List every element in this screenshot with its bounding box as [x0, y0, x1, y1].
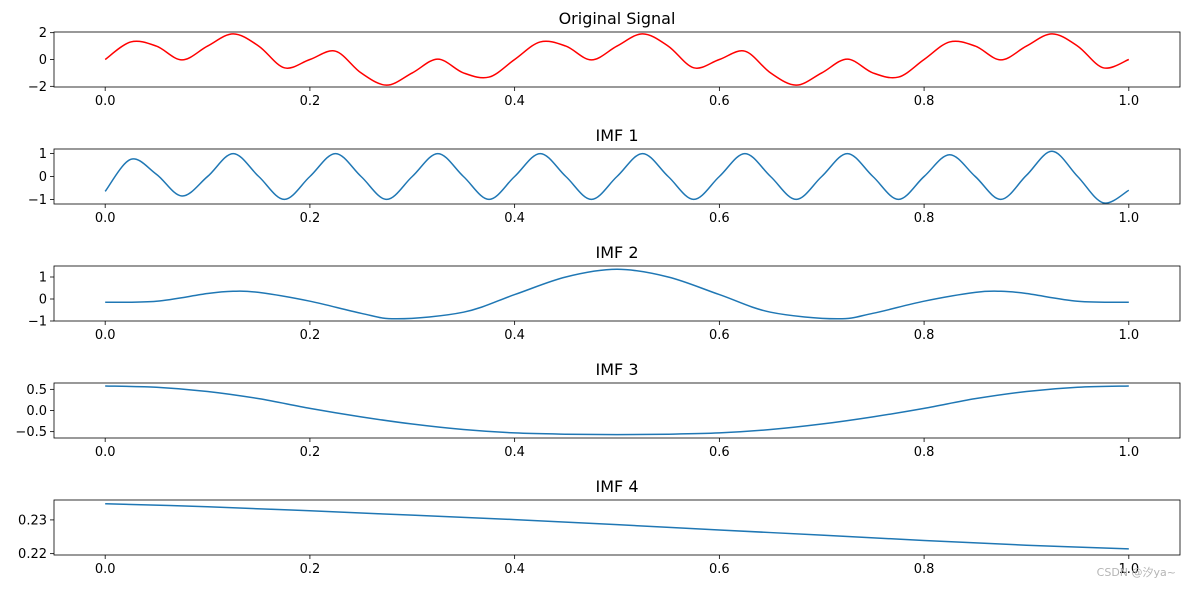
watermark: CSDN @汐ya~	[1096, 566, 1176, 579]
axes-frame	[53, 265, 1181, 322]
y-tick-label: 0.22	[18, 547, 47, 562]
y-tick-label: 0	[39, 293, 47, 308]
y-tick-label: −1	[28, 315, 47, 330]
subplot-title: Original Signal	[559, 9, 676, 28]
x-tick-label: 0.4	[504, 211, 525, 226]
y-tick-label: 0.0	[26, 404, 47, 419]
x-tick-label: 0.0	[95, 94, 116, 109]
x-tick-label: 0.2	[300, 445, 321, 460]
x-tick-label: 0.6	[709, 211, 730, 226]
subplot-3: IMF 2 0.0 0.2 0.4 0.6 0.8 1.0 −1 0 1	[28, 243, 1181, 343]
subplot-title: IMF 3	[596, 360, 639, 379]
y-tick-label: −2	[28, 80, 47, 95]
x-tick-label: 0.8	[914, 328, 935, 343]
x-tick-label: 0.6	[709, 328, 730, 343]
x-tick-label: 0.0	[95, 328, 116, 343]
x-tick-label: 0.8	[914, 445, 935, 460]
y-tick-label: 0	[39, 53, 47, 68]
y-tick-label: 1	[39, 271, 47, 286]
x-tick-label: 0.2	[300, 562, 321, 577]
y-tick-label: −1	[28, 193, 47, 208]
axes-frame	[53, 31, 1181, 88]
axes-frame	[53, 382, 1181, 439]
x-tick-label: 0.2	[300, 94, 321, 109]
x-tick-label: 0.8	[914, 211, 935, 226]
x-tick-label: 1.0	[1118, 445, 1139, 460]
x-tick-label: 1.0	[1118, 94, 1139, 109]
series-line	[104, 33, 1130, 86]
x-tick-label: 1.0	[1118, 328, 1139, 343]
y-tick-label: −0.5	[15, 425, 47, 440]
subplot-title: IMF 4	[596, 477, 639, 496]
x-tick-label: 0.6	[709, 94, 730, 109]
x-tick-label: 0.6	[709, 445, 730, 460]
x-tick-label: 0.2	[300, 211, 321, 226]
x-tick-label: 0.4	[504, 94, 525, 109]
subplot-1: Original Signal 0.0 0.2 0.4 0.6 0.8 1.0 −2 0 2	[28, 9, 1181, 109]
x-tick-label: 0.4	[504, 328, 525, 343]
y-tick-label: 2	[39, 26, 47, 41]
x-tick-label: 0.4	[504, 445, 525, 460]
x-tick-label: 0.8	[914, 562, 935, 577]
x-tick-label: 1.0	[1118, 211, 1139, 226]
x-tick-label: 0.2	[300, 328, 321, 343]
y-tick-label: 1	[39, 147, 47, 162]
x-tick-label: 0.8	[914, 94, 935, 109]
series-line	[105, 385, 1129, 436]
subplot-4: IMF 3 0.0 0.2 0.4 0.6 0.8 1.0 −0.5 0.0 0.5	[15, 360, 1181, 460]
y-tick-label: 0	[39, 170, 47, 185]
x-tick-label: 0.6	[709, 562, 730, 577]
x-tick-label: 0.4	[504, 562, 525, 577]
x-tick-label: 0.0	[95, 211, 116, 226]
subplot-title: IMF 2	[596, 243, 639, 262]
subplot-2: IMF 1 0.0 0.2 0.4 0.6 0.8 1.0 −1 0 1	[28, 126, 1181, 226]
subplot-5: IMF 4 0.0 0.2 0.4 0.6 0.8 1.0 0.22 0.23	[18, 477, 1181, 577]
subplot-title: IMF 1	[596, 126, 639, 145]
series-line	[105, 502, 1129, 550]
series-line	[104, 150, 1130, 204]
series-line	[105, 268, 1129, 320]
axes-frame	[53, 499, 1181, 556]
y-tick-label: 0.5	[26, 383, 47, 398]
x-tick-label: 0.0	[95, 445, 116, 460]
y-tick-label: 0.23	[18, 513, 47, 528]
x-tick-label: 1.0	[1118, 562, 1139, 577]
x-tick-label: 0.0	[95, 562, 116, 577]
